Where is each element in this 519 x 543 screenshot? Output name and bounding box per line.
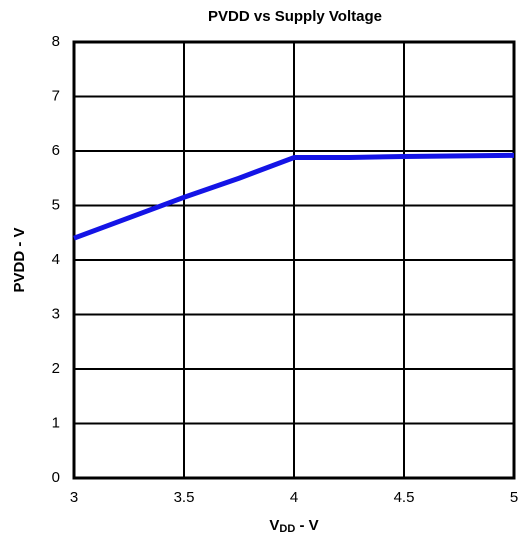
y-tick-label: 1 (52, 414, 60, 431)
y-tick-label: 5 (52, 196, 60, 213)
y-tick-label: 8 (52, 33, 60, 50)
y-tick-label: 7 (52, 87, 60, 104)
y-tick-label: 4 (52, 251, 60, 268)
y-tick-label: 0 (52, 469, 60, 486)
x-tick-label: 4 (290, 489, 298, 506)
y-axis-label: PVDD - V (11, 227, 28, 292)
y-tick-label: 3 (52, 305, 60, 322)
x-label-main: V (269, 517, 279, 534)
x-label-sub: DD (279, 523, 295, 535)
y-tick-label: 6 (52, 142, 60, 159)
x-tick-label: 3.5 (174, 489, 195, 506)
y-tick-label: 2 (52, 360, 60, 377)
x-tick-label: 5 (510, 489, 518, 506)
x-tick-label: 3 (70, 489, 78, 506)
data-line (73, 152, 515, 241)
x-label-rest: - V (295, 517, 318, 534)
plot-border (72, 40, 516, 480)
x-axis-label: VDD - V (269, 517, 318, 535)
x-tick-label: 4.5 (394, 489, 415, 506)
chart-title: PVDD vs Supply Voltage (208, 8, 382, 25)
